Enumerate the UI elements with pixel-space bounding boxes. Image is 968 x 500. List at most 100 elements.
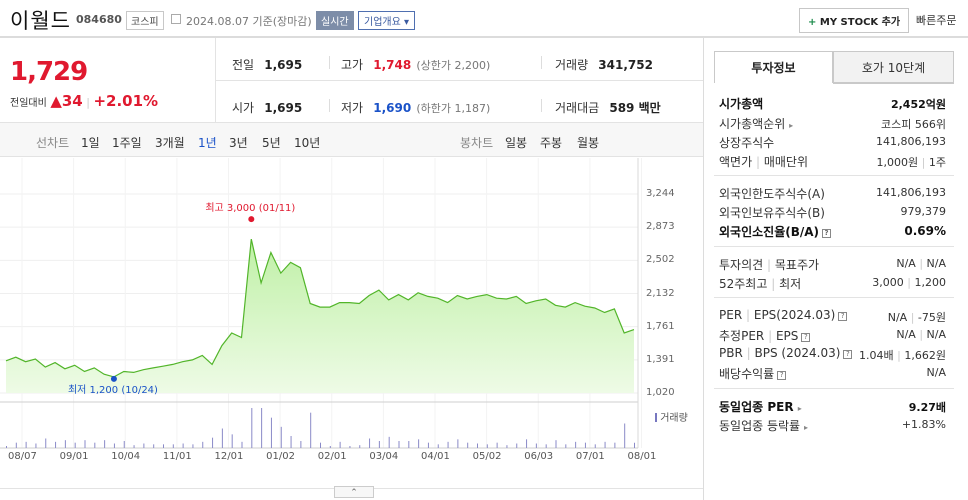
high-annotation: 최고 3,000 (01/11) [205, 202, 295, 214]
volume-bar [74, 442, 76, 448]
dividend-label: 배당수익률? [719, 365, 787, 382]
tab-hoga-10[interactable]: 호가 10단계 [833, 51, 954, 83]
help-icon[interactable]: ? [822, 229, 832, 238]
foreign-rate-value: 0.69% [904, 224, 946, 238]
sector-per-label[interactable]: 동일업종 PER ▸ [719, 400, 802, 414]
x-tick-label: 09/01 [59, 451, 89, 462]
line-chart-label: 선차트 [36, 136, 70, 150]
volume-bar [231, 434, 233, 448]
volume-bar [427, 442, 429, 448]
volume-bar [94, 442, 96, 448]
company-overview-button[interactable]: 기업개요 ▾ [358, 11, 415, 30]
volume-bar [398, 441, 400, 448]
dividend-value: N/A [926, 366, 946, 379]
y-tick-label: 1,761 [646, 320, 675, 332]
help-icon[interactable]: ? [801, 333, 811, 342]
candle-daily[interactable]: 일봉 [505, 136, 528, 150]
par-unit-value: 1,000원 | 1주 [876, 156, 946, 169]
x-tick-label: 11/01 [162, 451, 192, 462]
candle-weekly[interactable]: 주봉 [540, 136, 563, 150]
candle-monthly[interactable]: 월봉 [577, 136, 600, 150]
volume-bar [545, 444, 547, 448]
week52-value: 3,000 | 1,200 [872, 276, 946, 289]
volume-bar [408, 441, 410, 448]
trade-amount: 거래대금 589 백만 [555, 101, 661, 115]
x-tick-label: 08/07 [8, 451, 37, 462]
volume-bar [153, 444, 155, 448]
volume-bar [221, 428, 223, 448]
sector-rate-label[interactable]: 동일업종 등락률 ▸ [719, 419, 808, 433]
caret-right-icon: ▸ [797, 404, 802, 413]
volume-bar [575, 441, 577, 448]
volume-bar [6, 446, 7, 448]
price-chart: 최고 3,000 (01/11) 최저 1,200 (10/24) [0, 158, 643, 449]
volume-bar [614, 442, 616, 448]
period-1w[interactable]: 1주일 [112, 136, 142, 150]
volume-bar [64, 440, 66, 448]
volume-bar [25, 441, 27, 448]
volume-bar [624, 423, 626, 448]
volume-bar [535, 443, 537, 448]
y-tick-label: 2,873 [646, 221, 675, 233]
period-10y[interactable]: 10년 [294, 136, 321, 150]
high-price: 고가 1,748 (상한가 2,200) [341, 58, 491, 72]
x-tick-label: 06/03 [524, 451, 554, 462]
period-1d[interactable]: 1일 [81, 136, 100, 150]
quick-order-link[interactable]: 빠른주문 [916, 14, 957, 27]
volume-bar [84, 440, 86, 448]
volume-bar [349, 446, 351, 448]
volume-bar [477, 443, 478, 448]
diff-label: 전일대비 [10, 98, 47, 109]
my-stock-add-button[interactable]: + MY STOCK 추가 [799, 8, 910, 33]
volume-bar [339, 441, 341, 448]
stock-code: 084680 [76, 13, 122, 26]
x-tick-label: 08/01 [627, 451, 657, 462]
market-cap-rank-value: 코스피 566위 [881, 118, 946, 131]
market-cap-rank-label[interactable]: 시가총액순위 ▸ [719, 117, 794, 131]
y-tick-label: 3,244 [646, 188, 675, 199]
volume-bar [359, 445, 361, 448]
volume-bar [113, 443, 115, 448]
volume-bar [604, 441, 606, 448]
volume-bar [192, 444, 194, 448]
volume-bar [565, 444, 567, 448]
calendar-icon [171, 14, 181, 24]
help-icon[interactable]: ? [777, 371, 787, 380]
period-1y[interactable]: 1년 [198, 136, 217, 150]
collapse-chart-button[interactable]: ⌃ [334, 486, 374, 498]
listed-shares-label: 상장주식수 [719, 136, 775, 150]
par-unit-label: 액면가 | 매매단위 [719, 155, 808, 169]
up-arrow-icon: ▲ [50, 92, 62, 110]
listed-shares-value: 141,806,193 [876, 135, 946, 148]
volume-bar [55, 441, 57, 448]
period-3m[interactable]: 3개월 [155, 136, 185, 150]
opinion-target-label: 투자의견 | 목표주가 [719, 258, 820, 272]
low-marker [110, 375, 117, 382]
period-3y[interactable]: 3년 [229, 136, 248, 150]
help-icon[interactable]: ? [838, 312, 848, 321]
volume-bar [526, 439, 528, 448]
period-5y[interactable]: 5년 [262, 136, 281, 150]
x-tick-label: 03/04 [369, 451, 399, 462]
x-tick-label: 07/01 [575, 451, 605, 462]
volume-bar [320, 442, 321, 448]
volume-bar [241, 441, 243, 448]
current-price: 1,729 [10, 57, 88, 87]
x-tick-label: 04/01 [421, 451, 450, 462]
realtime-button[interactable]: 실시간 [316, 11, 354, 30]
diff-value: 34 [61, 92, 83, 110]
caret-right-icon: ▸ [803, 423, 808, 432]
tab-invest-info[interactable]: 투자정보 [714, 51, 833, 83]
volume-bar [388, 436, 390, 448]
volume-bar [584, 442, 586, 448]
market-cap-label: 시가총액 [719, 97, 764, 111]
foreign-hold-value: 979,379 [900, 205, 947, 218]
opinion-target-value: N/A | N/A [896, 257, 946, 270]
price-area [6, 239, 634, 393]
volume-bar [496, 442, 498, 448]
help-icon[interactable]: ? [843, 350, 853, 359]
caret-right-icon: ▸ [789, 121, 794, 130]
volume-bar [437, 444, 439, 448]
diff-rate: +2.01% [93, 92, 159, 110]
market-cap-value: 2,452억원 [890, 98, 946, 111]
